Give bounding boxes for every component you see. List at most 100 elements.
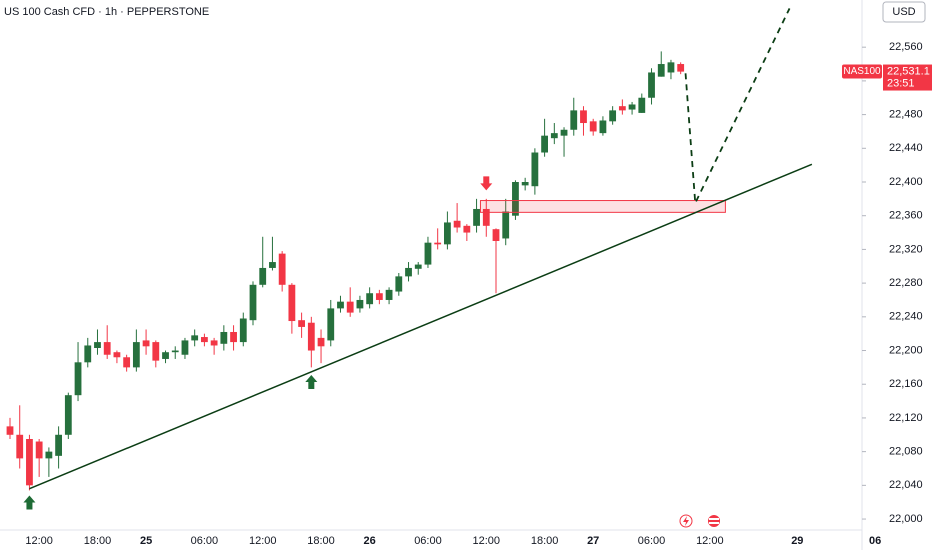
candle-body	[521, 182, 529, 186]
chart-title: US 100 Cash CFD · 1h · PEPPERSTONE	[4, 6, 209, 18]
candle-body	[171, 350, 179, 353]
candle-body	[259, 267, 267, 285]
candle-body	[26, 438, 33, 486]
candle-body	[434, 242, 442, 245]
candle-body	[191, 335, 199, 341]
candle-body	[356, 299, 364, 309]
last-price-label: 22,531.1	[887, 65, 930, 77]
candle-body	[375, 293, 383, 300]
candle-body	[337, 301, 344, 309]
candle-body	[35, 441, 43, 459]
axes: 22,000 22,040 22,080 22,120 22,160 22,200 22,2…	[25, 41, 932, 547]
candle-body	[201, 337, 208, 343]
candle-body	[346, 301, 354, 313]
candle-body	[45, 451, 53, 459]
plot-area	[6, 8, 813, 510]
y-tick-label: 22,080	[889, 446, 923, 458]
candle-body	[648, 72, 655, 98]
y-tick-label: 22,320	[889, 243, 923, 255]
candle-body	[405, 267, 412, 277]
symbol-label: NAS100	[843, 66, 881, 77]
candle-body	[84, 345, 92, 363]
y-tick-label: 22,560	[889, 41, 923, 53]
x-tick-label: 18:00	[531, 535, 559, 547]
symbol-box	[842, 64, 882, 79]
candle-body	[113, 352, 121, 358]
candle-body	[628, 104, 636, 110]
candle-body	[230, 331, 237, 343]
candle-body	[453, 220, 461, 228]
x-tick-label: 12:00	[25, 535, 53, 547]
candle-body	[424, 242, 432, 265]
candle-body	[482, 208, 490, 226]
candle-body	[463, 225, 471, 233]
candle-body	[502, 211, 510, 239]
y-tick-label: 22,360	[889, 210, 923, 222]
x-tick-label: 06	[869, 535, 881, 547]
candle-body	[103, 342, 111, 355]
candle-body	[531, 152, 539, 187]
sell-arrow	[480, 176, 493, 191]
x-tick-label: 25	[140, 535, 152, 547]
trendline	[29, 163, 813, 490]
y-tick-label: 22,200	[889, 344, 923, 356]
candle-body	[414, 264, 422, 269]
x-tick-label: 12:00	[696, 535, 724, 547]
candle-body	[618, 106, 626, 111]
candle-body	[55, 434, 62, 456]
candle-body	[570, 110, 578, 130]
candle-body	[16, 434, 24, 459]
candle-body	[560, 129, 568, 136]
x-tick-label: 27	[587, 535, 599, 547]
candle-body	[444, 222, 451, 245]
candle-body	[638, 97, 646, 113]
x-tick-label: 18:00	[84, 535, 112, 547]
candle-body	[249, 284, 257, 321]
candle-body	[473, 208, 480, 226]
candle-body	[609, 110, 617, 122]
x-tick-label: 12:00	[249, 535, 277, 547]
y-tick-label: 22,400	[889, 176, 923, 188]
candle-body	[307, 322, 315, 351]
candle-body	[677, 64, 685, 72]
x-tick-label: 06:00	[414, 535, 442, 547]
candle-body	[512, 182, 519, 216]
candle-body	[123, 357, 131, 368]
candle-body	[220, 331, 228, 344]
candle-body	[550, 133, 558, 139]
candle-body	[142, 340, 150, 347]
candle-body	[317, 337, 325, 347]
candle-body	[385, 289, 393, 300]
y-tick-label: 22,160	[889, 378, 923, 390]
candle-body	[298, 320, 305, 327]
x-tick-label: 29	[791, 535, 803, 547]
candle-body	[162, 352, 169, 359]
candle-body	[395, 276, 403, 292]
candle-body	[589, 121, 597, 132]
y-tick-label: 22,480	[889, 109, 923, 121]
supply-zone	[479, 200, 726, 213]
x-tick-label: 06:00	[191, 535, 219, 547]
y-tick-label: 22,040	[889, 479, 923, 491]
x-tick-label: 26	[364, 535, 376, 547]
candle-body	[269, 262, 276, 268]
candle-body	[366, 293, 374, 305]
candle-body	[657, 64, 665, 77]
candle-body	[492, 229, 500, 241]
y-tick-label: 22,000	[889, 513, 923, 525]
candle-body	[288, 284, 296, 322]
event-icon	[708, 515, 720, 527]
x-tick-label: 12:00	[473, 535, 501, 547]
candle-body	[181, 340, 189, 355]
buy-arrow	[305, 374, 318, 389]
y-tick-label: 22,440	[889, 142, 923, 154]
countdown-label: 23:51	[887, 77, 915, 89]
candle-body	[6, 426, 14, 435]
candle-body	[599, 120, 607, 134]
candle-body	[580, 110, 587, 124]
buy-arrow	[23, 495, 36, 510]
event-icon-glyph	[709, 518, 719, 520]
